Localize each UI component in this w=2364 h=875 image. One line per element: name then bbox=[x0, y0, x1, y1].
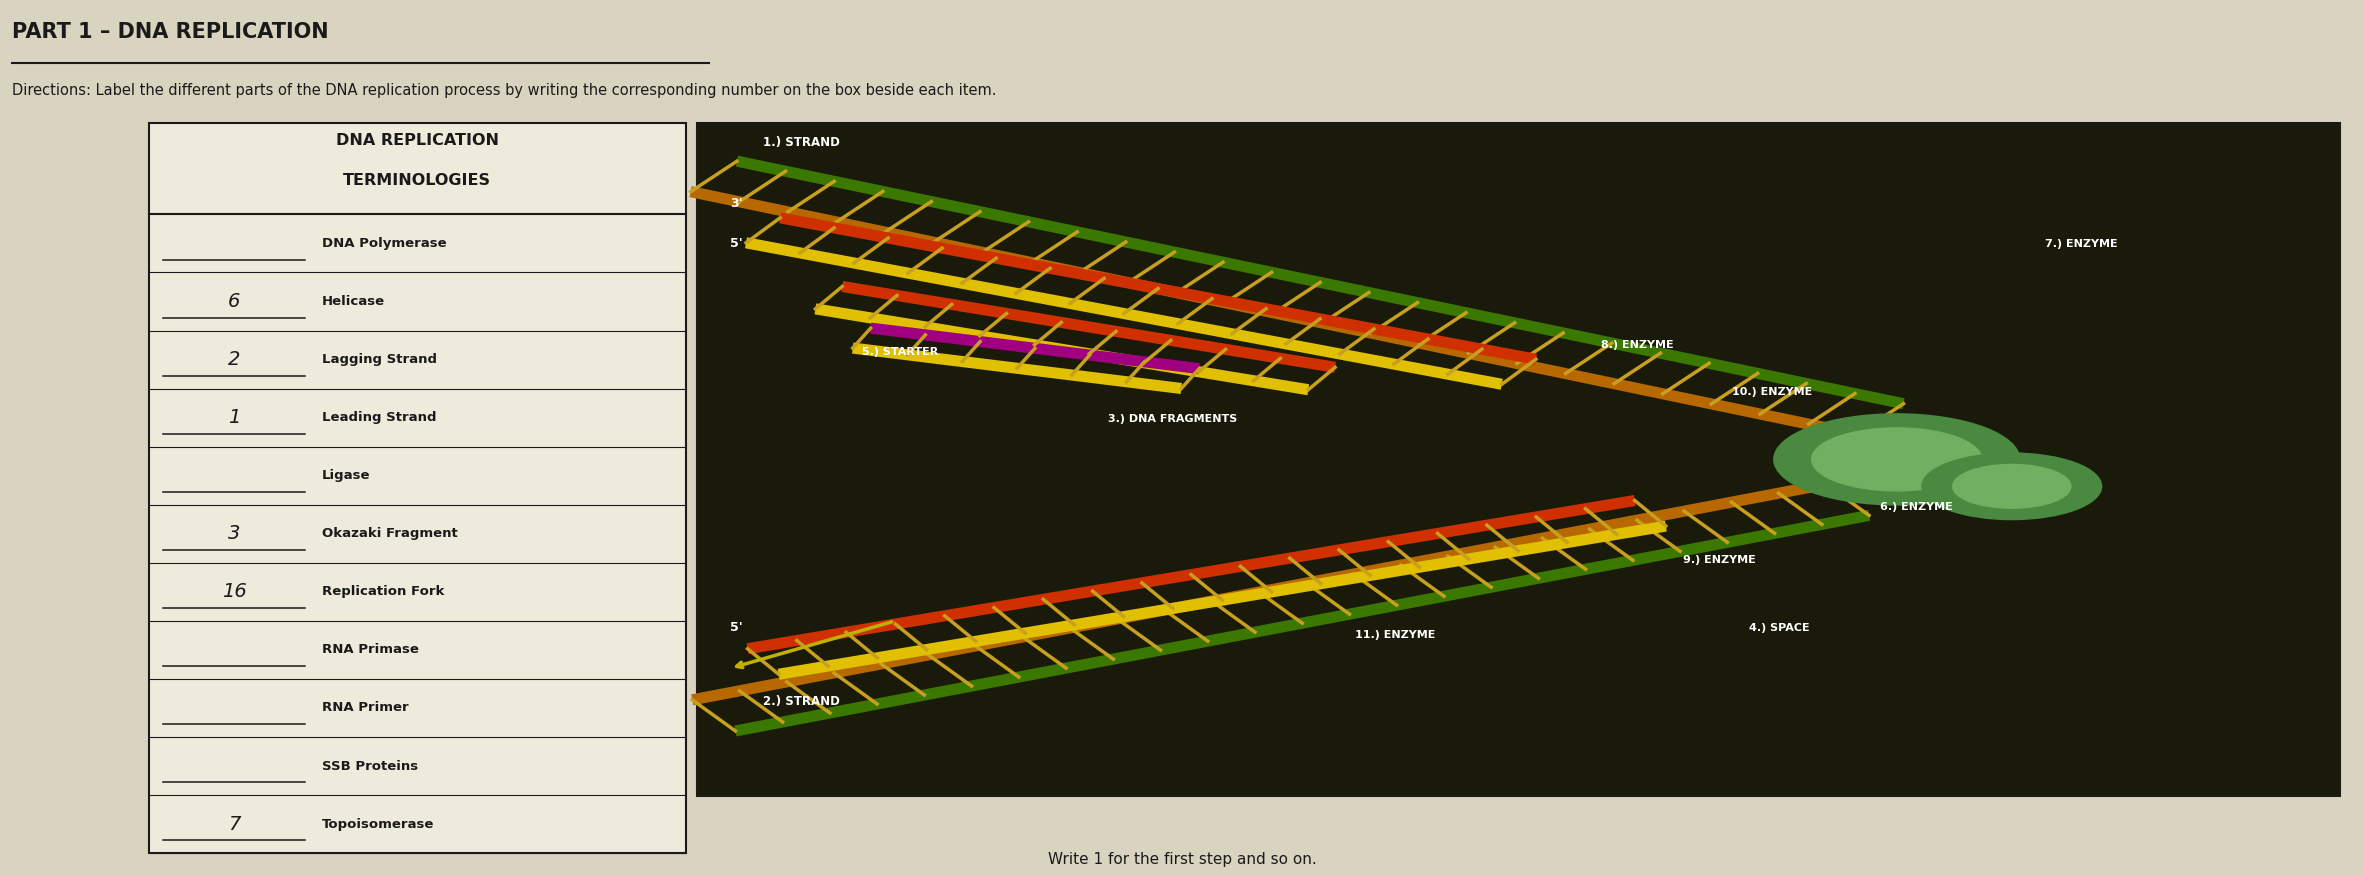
Text: 2: 2 bbox=[227, 350, 241, 369]
Text: RNA Primer: RNA Primer bbox=[322, 702, 409, 715]
Text: RNA Primase: RNA Primase bbox=[322, 643, 418, 656]
Text: 6: 6 bbox=[227, 292, 241, 311]
Text: 1.) STRAND: 1.) STRAND bbox=[764, 136, 839, 150]
Text: Write 1 for the first step and so on.: Write 1 for the first step and so on. bbox=[1047, 851, 1317, 867]
Text: 9.) ENZYME: 9.) ENZYME bbox=[1683, 556, 1756, 565]
Text: 5.) STARTER: 5.) STARTER bbox=[860, 346, 939, 357]
Text: Lagging Strand: Lagging Strand bbox=[322, 353, 437, 366]
Text: 5': 5' bbox=[730, 621, 742, 634]
Text: 2.) STRAND: 2.) STRAND bbox=[764, 696, 839, 709]
Text: 3': 3' bbox=[730, 197, 742, 210]
Text: Leading Strand: Leading Strand bbox=[322, 411, 435, 424]
Text: Helicase: Helicase bbox=[322, 295, 385, 308]
Bar bbox=[149, 123, 686, 853]
Text: 4.) SPACE: 4.) SPACE bbox=[1749, 623, 1808, 633]
Text: 7: 7 bbox=[227, 815, 241, 834]
Text: 1: 1 bbox=[227, 408, 241, 427]
Circle shape bbox=[1922, 453, 2102, 520]
Text: 5': 5' bbox=[730, 237, 742, 250]
Text: Directions: Label the different parts of the DNA replication process by writing : Directions: Label the different parts of… bbox=[12, 83, 995, 98]
Text: Replication Fork: Replication Fork bbox=[322, 585, 444, 598]
Text: 7.) ENZYME: 7.) ENZYME bbox=[2045, 239, 2118, 248]
Text: 16: 16 bbox=[222, 583, 246, 601]
Text: 3.) DNA FRAGMENTS: 3.) DNA FRAGMENTS bbox=[1109, 414, 1236, 424]
Circle shape bbox=[1953, 465, 2071, 508]
Text: 8.) ENZYME: 8.) ENZYME bbox=[1600, 340, 1674, 350]
Text: 10.) ENZYME: 10.) ENZYME bbox=[1733, 387, 1813, 397]
Bar bbox=[697, 123, 2340, 796]
Circle shape bbox=[1811, 428, 1981, 491]
Text: Okazaki Fragment: Okazaki Fragment bbox=[322, 528, 456, 540]
Text: DNA REPLICATION: DNA REPLICATION bbox=[336, 133, 499, 148]
Text: 6.) ENZYME: 6.) ENZYME bbox=[1879, 501, 1953, 512]
Text: 3: 3 bbox=[227, 524, 241, 543]
Text: Ligase: Ligase bbox=[322, 469, 371, 482]
Text: Topoisomerase: Topoisomerase bbox=[322, 817, 435, 830]
Text: TERMINOLOGIES: TERMINOLOGIES bbox=[343, 173, 492, 188]
Text: DNA Polymerase: DNA Polymerase bbox=[322, 237, 447, 250]
Text: PART 1 – DNA REPLICATION: PART 1 – DNA REPLICATION bbox=[12, 22, 329, 42]
Text: 11.) ENZYME: 11.) ENZYME bbox=[1355, 629, 1435, 640]
Text: SSB Proteins: SSB Proteins bbox=[322, 760, 418, 773]
Circle shape bbox=[1773, 414, 2019, 505]
